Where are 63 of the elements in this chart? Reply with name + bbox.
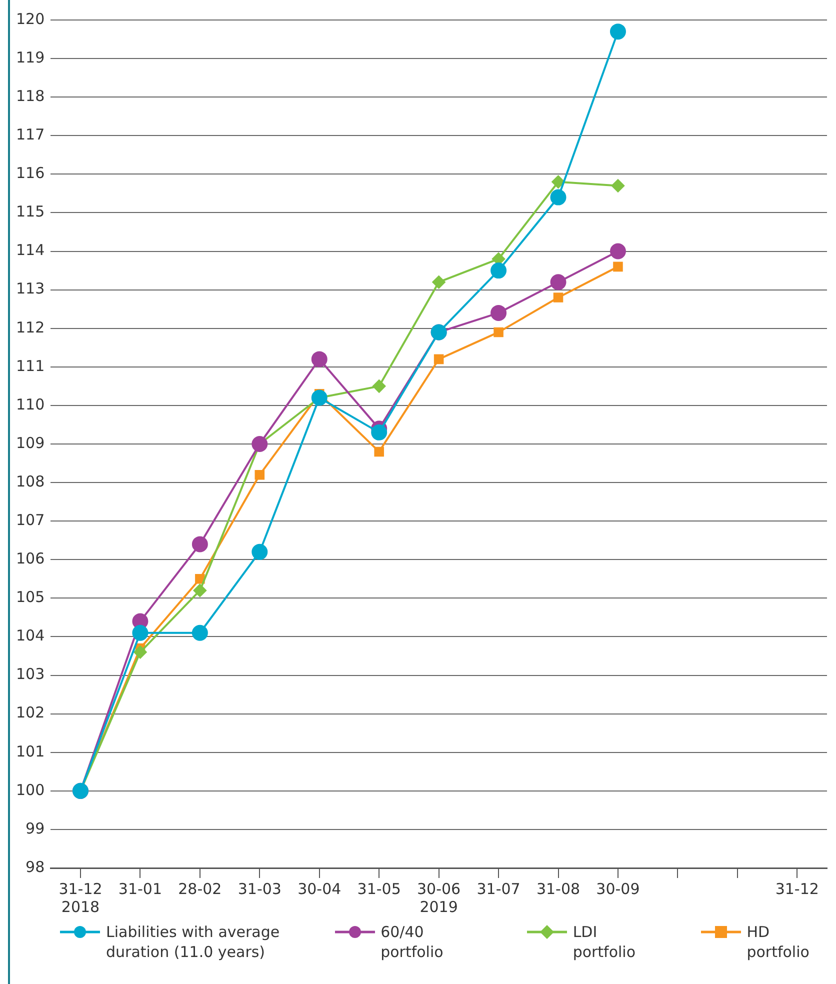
- y-tick-label: 111: [16, 356, 45, 375]
- point: [254, 470, 265, 480]
- x-tick-label: 30-04: [298, 880, 342, 898]
- point: [490, 304, 507, 321]
- y-tick-label: 102: [16, 704, 45, 722]
- y-tick-label: 114: [16, 241, 45, 260]
- legend-label: Liabilities with average duration (11.0 years): [106, 922, 281, 962]
- x-tick-label: 30-06 2019: [417, 880, 461, 916]
- point: [490, 262, 507, 279]
- point: [374, 446, 384, 457]
- point: [610, 24, 626, 40]
- y-tick-label: 110: [16, 395, 45, 414]
- legend-label: HD portfolio: [746, 922, 810, 962]
- point: [494, 327, 504, 338]
- y-tick-label: 117: [16, 126, 45, 144]
- x-tick-label: 31-07: [476, 880, 520, 898]
- point: [192, 536, 208, 552]
- y-tick-label: 115: [16, 202, 45, 221]
- y-tick-label: 99: [26, 819, 45, 838]
- point: [371, 424, 388, 440]
- point: [193, 584, 206, 597]
- x-tick-label: 30-09: [596, 880, 640, 898]
- x-tick-label: 31-08: [536, 880, 580, 898]
- y-tick-label: 106: [16, 550, 45, 568]
- y-tick-label: 107: [16, 510, 45, 529]
- y-tick-label: 116: [16, 164, 45, 182]
- point: [195, 574, 205, 584]
- point: [134, 646, 147, 659]
- y-tick-label: 100: [16, 780, 45, 799]
- point: [311, 351, 328, 368]
- y-tick-label: 105: [16, 588, 45, 606]
- y-tick-label: 104: [16, 626, 45, 645]
- point: [553, 292, 564, 302]
- x-tick-label: 31-12 2018: [58, 880, 102, 916]
- y-tick-label: 120: [16, 10, 45, 28]
- point: [552, 175, 565, 188]
- y-tick-label: 113: [16, 280, 45, 298]
- point: [610, 243, 626, 260]
- y-tick-label: 112: [16, 318, 45, 336]
- y-tick-label: 108: [16, 472, 45, 490]
- y-tick-label: 98: [26, 858, 45, 876]
- y-tick-label: 109: [16, 434, 45, 452]
- point: [434, 354, 444, 364]
- y-tick-label: 103: [16, 665, 45, 684]
- point: [550, 274, 566, 290]
- y-tick-label: 118: [16, 86, 45, 105]
- y-tick-label: 119: [16, 48, 45, 66]
- x-tick-label: 31-05: [357, 880, 401, 898]
- y-tick-label: 101: [16, 742, 45, 760]
- point: [550, 189, 566, 206]
- legend-label: 60/40 portfolio: [380, 922, 444, 962]
- point: [372, 380, 386, 393]
- point: [611, 179, 624, 192]
- x-tick-label: 31-03: [238, 880, 282, 898]
- legend-label: LDI portfolio: [572, 922, 637, 962]
- x-tick-label: 31-12: [775, 880, 819, 898]
- x-tick-label: 28-02: [178, 880, 222, 898]
- point: [192, 624, 208, 641]
- point: [252, 544, 268, 560]
- point: [432, 276, 446, 289]
- x-tick-label: 31-01: [118, 880, 162, 898]
- point: [613, 262, 623, 272]
- point: [132, 624, 148, 641]
